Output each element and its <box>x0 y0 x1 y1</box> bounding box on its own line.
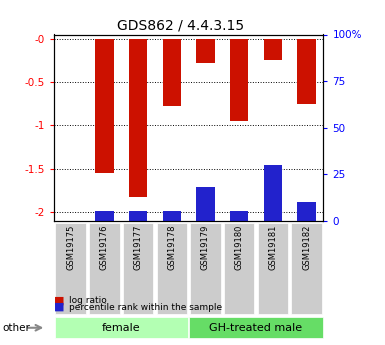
Text: GSM19180: GSM19180 <box>235 224 244 270</box>
Text: other: other <box>2 323 30 333</box>
Bar <box>162 39 181 106</box>
Text: percentile rank within the sample: percentile rank within the sample <box>69 303 223 312</box>
Bar <box>297 202 316 221</box>
Bar <box>230 211 248 221</box>
Bar <box>196 39 215 63</box>
Text: GSM19177: GSM19177 <box>134 224 142 270</box>
Text: log ratio: log ratio <box>69 296 107 305</box>
Bar <box>129 39 147 197</box>
Text: GSM19179: GSM19179 <box>201 224 210 270</box>
Bar <box>129 211 147 221</box>
Bar <box>264 165 282 221</box>
Text: GSM19181: GSM19181 <box>268 224 277 270</box>
Text: GH-treated male: GH-treated male <box>209 323 303 333</box>
Bar <box>230 39 248 121</box>
Bar <box>95 211 114 221</box>
Bar <box>162 211 181 221</box>
Text: GDS862 / 4.4.3.15: GDS862 / 4.4.3.15 <box>117 19 244 33</box>
Bar <box>264 39 282 60</box>
Text: ■: ■ <box>54 295 64 305</box>
Text: ■: ■ <box>54 302 64 312</box>
Bar <box>196 187 215 221</box>
Text: GSM19176: GSM19176 <box>100 224 109 270</box>
Bar <box>297 39 316 104</box>
Text: female: female <box>102 323 141 333</box>
Text: GSM19178: GSM19178 <box>167 224 176 270</box>
Bar <box>95 39 114 173</box>
Text: GSM19182: GSM19182 <box>302 224 311 270</box>
Text: GSM19175: GSM19175 <box>66 224 75 270</box>
